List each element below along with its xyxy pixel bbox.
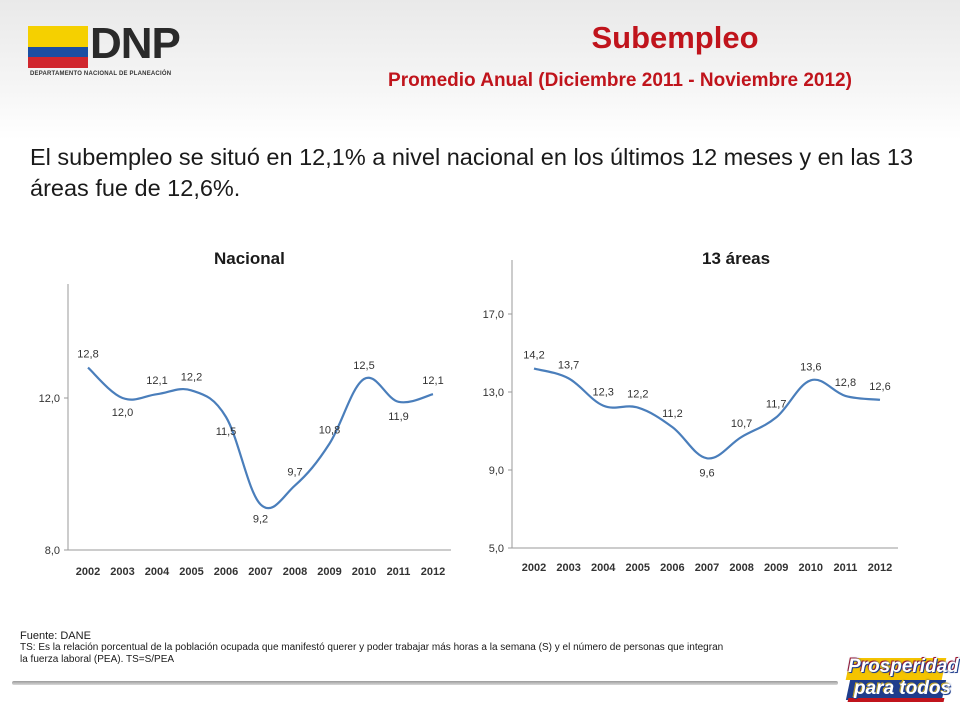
data-label: 12,6 — [869, 381, 890, 393]
data-label: 10,8 — [319, 425, 340, 437]
x-tick-label: 2003 — [110, 566, 134, 578]
data-label: 12,5 — [353, 360, 374, 372]
footer-notes: Fuente: DANE TS: Es la relación porcentu… — [20, 630, 880, 666]
data-label: 14,2 — [523, 350, 544, 362]
prosperidad-para-todos-logo: Prosperidad para todos — [845, 654, 959, 702]
data-label: 9,7 — [287, 466, 302, 478]
data-label: 10,7 — [731, 418, 752, 430]
chart-title-13-areas: 13 áreas — [702, 249, 771, 268]
data-label: 11,2 — [662, 408, 683, 420]
page-subtitle: Promedio Anual (Diciembre 2011 - Noviemb… — [388, 70, 852, 91]
source-note: Fuente: DANE — [20, 630, 91, 642]
x-tick-label: 2002 — [76, 566, 100, 578]
y-tick-label: 13,0 — [483, 387, 504, 399]
data-label: 11,7 — [766, 398, 787, 410]
x-tick-label: 2011 — [387, 566, 411, 578]
data-label: 9,6 — [699, 467, 714, 479]
data-label: 12,8 — [77, 349, 98, 361]
x-tick-label: 2010 — [352, 566, 376, 578]
y-tick-label: 8,0 — [45, 545, 60, 557]
x-tick-label: 2007 — [248, 566, 272, 578]
x-tick-label: 2009 — [317, 566, 341, 578]
data-label: 13,7 — [558, 359, 579, 371]
x-tick-label: 2007 — [695, 562, 719, 574]
x-tick-label: 2005 — [179, 566, 203, 578]
definition-note-line-1: TS: Es la relación porcentual de la pobl… — [20, 642, 724, 653]
logo-subtitle: DEPARTAMENTO NACIONAL DE PLANEACIÓN — [30, 71, 172, 77]
data-label: 12,2 — [181, 371, 202, 383]
logo-text: DNP — [90, 19, 181, 68]
x-tick-label: 2012 — [868, 562, 892, 574]
x-tick-label: 2009 — [764, 562, 788, 574]
data-label: 9,2 — [253, 513, 268, 525]
y-tick-label: 12,0 — [39, 393, 60, 405]
data-label: 13,6 — [800, 361, 821, 373]
data-label: 12,8 — [835, 377, 856, 389]
data-label: 12,1 — [422, 375, 443, 387]
page-title: Subempleo — [591, 20, 759, 55]
badge-line-1: Prosperidad — [848, 656, 959, 677]
x-tick-label: 2006 — [660, 562, 684, 574]
y-tick-label: 5,0 — [489, 543, 504, 555]
x-tick-label: 2005 — [626, 562, 650, 574]
chart-title-nacional: Nacional — [214, 249, 285, 268]
data-label: 11,9 — [388, 411, 409, 423]
x-tick-label: 2010 — [799, 562, 823, 574]
data-label: 12,2 — [627, 389, 648, 401]
x-tick-label: 2008 — [283, 566, 307, 578]
data-label: 12,3 — [592, 387, 613, 399]
data-label: 11,5 — [216, 426, 237, 438]
data-label: 12,1 — [146, 375, 167, 387]
data-label: 12,0 — [112, 407, 133, 419]
x-tick-label: 2008 — [729, 562, 753, 574]
y-tick-label: 9,0 — [489, 465, 504, 477]
line-chart-13-areas: 5,0 9,0 13,0 17,0 2002 2003 2004 2005 2006 2007 20… — [483, 260, 898, 574]
x-tick-label: 2002 — [522, 562, 546, 574]
x-tick-label: 2004 — [145, 566, 170, 578]
line-chart-nacional: 8,0 12,0 2002 2003 2004 2005 2006 2007 2008 2009 2… — [39, 284, 451, 578]
x-tick-label: 2011 — [833, 562, 857, 574]
headline-text: El subempleo se situó en 12,1% a nivel n… — [30, 144, 914, 201]
dnp-logo: DNP DEPARTAMENTO NACIONAL DE PLANEACIÓN — [28, 16, 188, 77]
series-line-nacional — [87, 366, 434, 510]
series-line-13-areas — [533, 367, 881, 460]
x-tick-label: 2003 — [556, 562, 580, 574]
definition-note-line-2: la fuerza laboral (PEA). TS=S/PEA — [20, 654, 175, 665]
x-tick-label: 2006 — [214, 566, 238, 578]
footer-divider — [12, 681, 838, 685]
badge-line-2: para todos — [854, 678, 952, 699]
colombia-flag-icon — [28, 26, 88, 68]
x-tick-label: 2004 — [591, 562, 616, 574]
x-tick-label: 2012 — [421, 566, 445, 578]
y-tick-label: 17,0 — [483, 309, 504, 321]
